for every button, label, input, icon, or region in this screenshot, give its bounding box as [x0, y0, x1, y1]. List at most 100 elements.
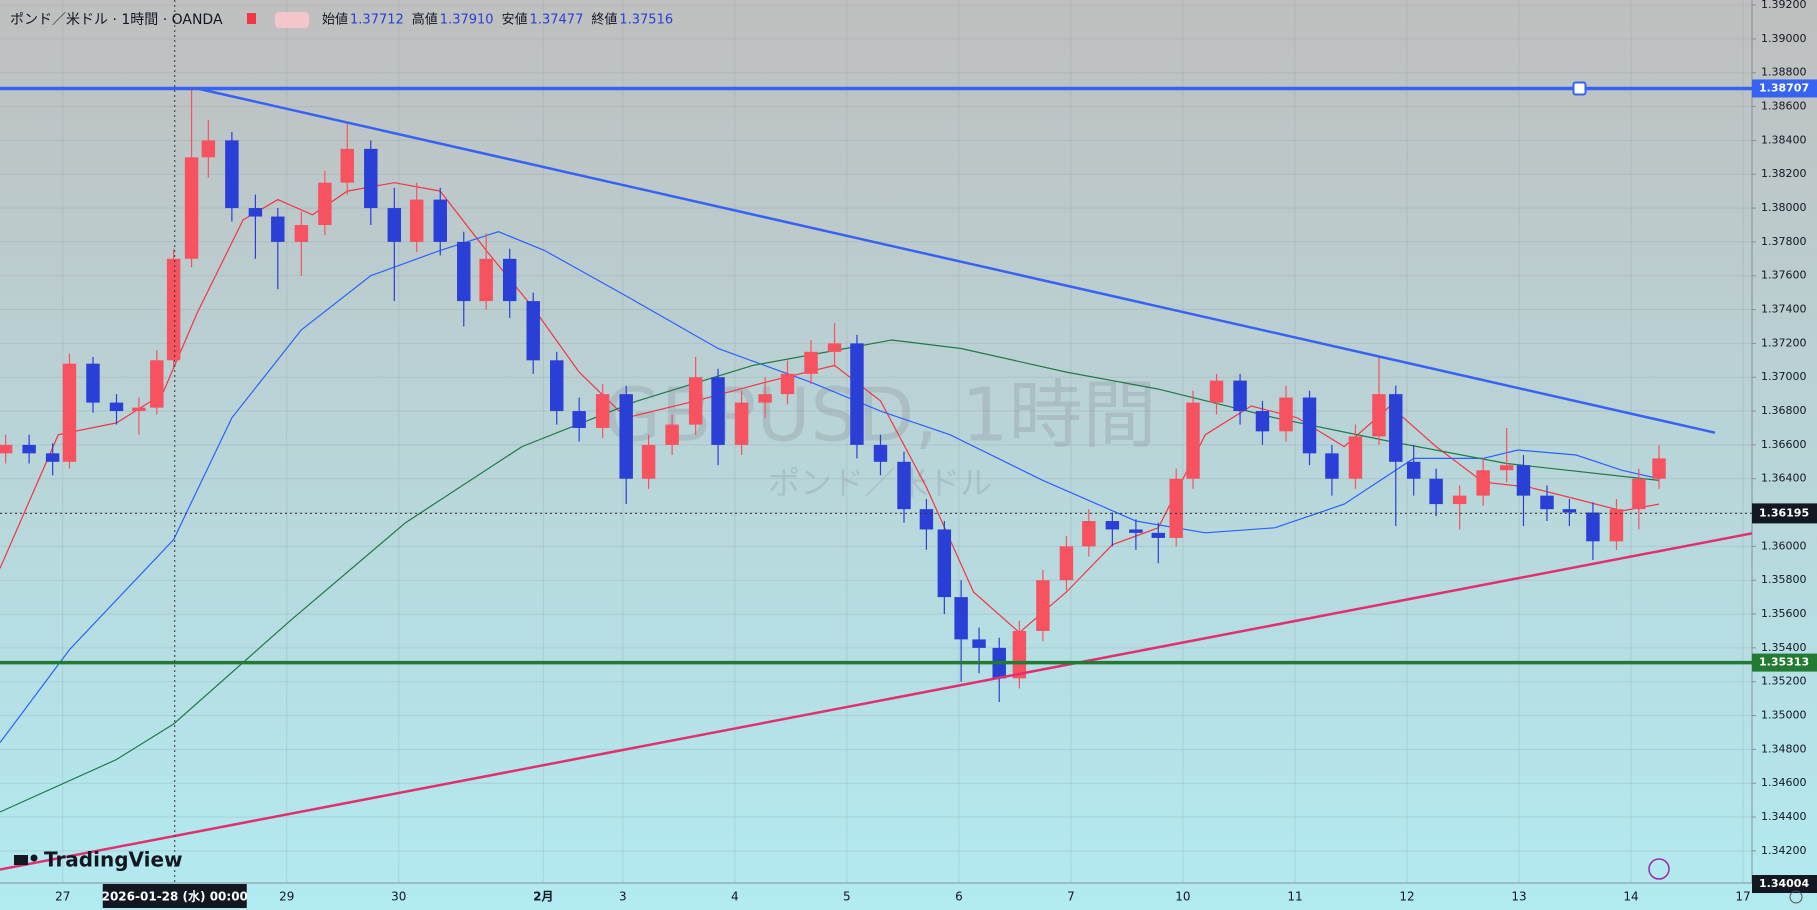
y-tick-label: 1.35200 [1761, 675, 1807, 688]
candle-body [1632, 478, 1646, 510]
x-tick-label: 6 [955, 890, 963, 904]
candle-body [1540, 495, 1554, 510]
plot [0, 0, 1752, 883]
candle-body [1255, 411, 1270, 432]
y-tick-label: 1.39000 [1761, 32, 1807, 45]
candle-body [850, 343, 864, 445]
candle-body [184, 157, 199, 259]
moving-average [0, 231, 1660, 743]
axes: 1.34200 1.34400 1.34600 1.34800 1.35000 1.352… [55, 0, 1817, 908]
y-tick-label: 1.37600 [1761, 269, 1807, 282]
candle-body [248, 208, 263, 217]
y-tick-label: 1.35600 [1761, 607, 1807, 620]
candle-body [1348, 436, 1363, 479]
price-label-bg [1752, 653, 1817, 672]
candle-body [1012, 630, 1027, 679]
brand-text: TradingView [44, 848, 183, 872]
y-tick-label: 1.37000 [1761, 370, 1807, 383]
candle-body [873, 444, 888, 462]
x-tick-label: 13 [1511, 890, 1526, 904]
candle-body [225, 140, 239, 209]
y-tick-label: 1.35800 [1761, 573, 1807, 586]
readout-label: 高値 [412, 12, 438, 28]
candle-body [1129, 529, 1143, 533]
candle-body [1209, 380, 1224, 403]
candle-body [45, 453, 60, 462]
header: ポンド／米ドル · 1時間 · OANDA 始値 1.37712 高値 1.37910… [10, 12, 673, 28]
y-tick-label: 1.39200 [1761, 0, 1807, 11]
candle-body [1169, 478, 1183, 538]
candle-body [433, 199, 447, 242]
candle-body [780, 373, 795, 395]
compare-icon[interactable] [275, 12, 309, 28]
settings-button[interactable] [1789, 890, 1803, 904]
candle-body [1233, 380, 1247, 412]
candle-body [1389, 394, 1403, 462]
y-tick-label: 1.36600 [1761, 438, 1807, 451]
candle-body [132, 407, 146, 412]
y-tick-label: 1.35400 [1761, 641, 1807, 654]
y-tick-label: 1.38400 [1761, 133, 1807, 146]
x-tick-label: 4 [731, 890, 739, 904]
crosshair-x-label-bg [102, 884, 247, 908]
candle-body [1302, 397, 1317, 454]
candle-body [1082, 521, 1096, 547]
candle-body [1516, 465, 1531, 496]
candle-body [688, 377, 703, 425]
candle-body [665, 424, 679, 445]
readout-label: 終値 [591, 12, 617, 28]
candle-body [1406, 461, 1421, 479]
x-tick-label: 10 [1175, 890, 1190, 904]
y-tick-label: 1.34400 [1761, 810, 1807, 823]
trend-line[interactable] [0, 532, 1752, 871]
candle-body [109, 402, 124, 412]
y-tick-label: 1.38800 [1761, 66, 1807, 79]
candle-body [619, 394, 633, 479]
candle-body [758, 394, 772, 403]
trend-line[interactable] [196, 87, 1716, 434]
candle-body [897, 461, 911, 510]
y-tick-label: 1.37800 [1761, 235, 1807, 248]
candle-body [919, 509, 934, 530]
symbol-title: ポンド／米ドル · 1時間 · OANDA [10, 12, 223, 28]
y-tick-label: 1.34200 [1761, 844, 1807, 857]
candle-body [1586, 512, 1600, 542]
y-tick-label: 1.38000 [1761, 201, 1807, 214]
x-tick-label: 17 [1735, 890, 1750, 904]
candle-body [1499, 465, 1514, 471]
y-tick-label: 1.36000 [1761, 539, 1807, 552]
readout-value: 1.37910 [440, 13, 494, 28]
candle-body [1609, 509, 1624, 542]
bottom-price-label: 1.34004 [1759, 877, 1809, 890]
candle-body [340, 148, 354, 183]
flag-icon [247, 13, 256, 24]
candle-body [550, 360, 564, 412]
readout-value: 1.37712 [350, 13, 404, 28]
brand-mark [14, 855, 28, 865]
alert-button[interactable] [1648, 858, 1670, 880]
candle-body [1429, 478, 1443, 505]
y-tick-label: 1.35000 [1761, 709, 1807, 722]
readout-label: 始値 [322, 12, 348, 28]
x-tick-label: 29 [279, 890, 294, 904]
y-tick-label: 1.38600 [1761, 100, 1807, 113]
x-tick-label: 7 [1067, 890, 1075, 904]
x-tick-label: 27 [55, 890, 70, 904]
candle-body [526, 301, 540, 361]
y-tick-label: 1.37400 [1761, 303, 1807, 316]
price-label-bg [1752, 79, 1817, 98]
crosshair-y-label: 1.36195 [1759, 506, 1809, 519]
line-handle[interactable] [1572, 81, 1587, 96]
x-tick-label: 2月 [533, 890, 553, 904]
candle-body [1186, 402, 1200, 479]
candle-body [502, 258, 517, 302]
candle-body [1476, 470, 1490, 496]
y-tick-label: 1.38200 [1761, 167, 1807, 180]
candle-body [409, 199, 424, 242]
crosshair-y-label-bg [1752, 503, 1817, 524]
bottom-price-label-bg [1752, 875, 1817, 894]
candle-body [166, 258, 181, 361]
candle-body [711, 377, 725, 445]
